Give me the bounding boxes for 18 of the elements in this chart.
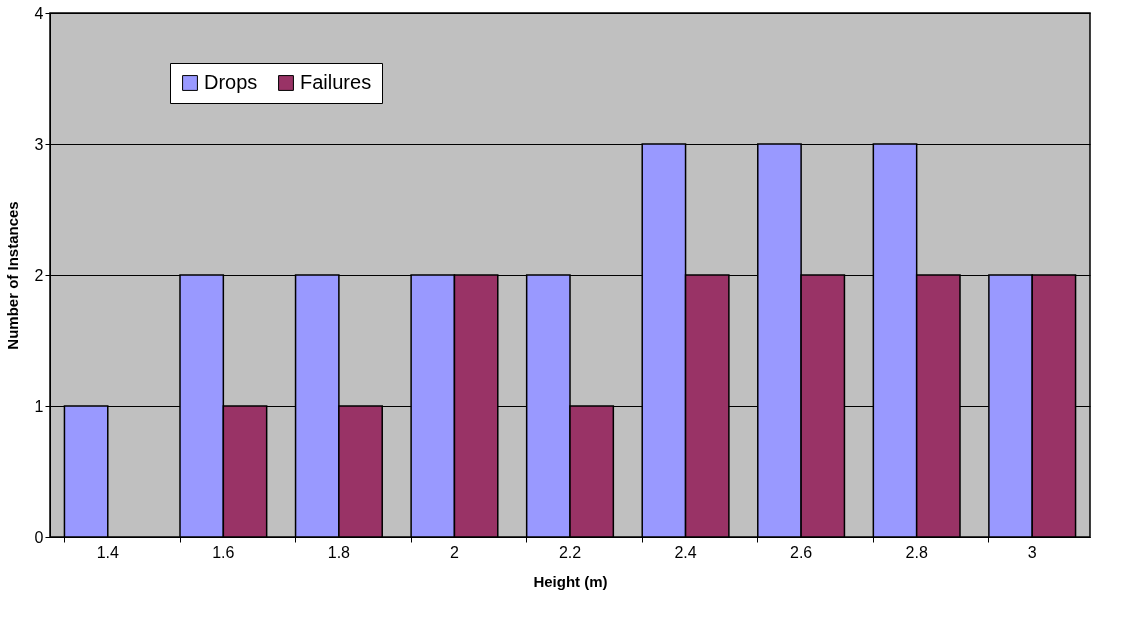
x-tick-label: 2 bbox=[449, 543, 459, 561]
legend-label: Failures bbox=[300, 71, 372, 93]
y-axis-title: Number of Instances bbox=[3, 201, 21, 350]
x-tick-label: 2.2 bbox=[558, 543, 582, 561]
y-tick-label: 4 bbox=[34, 4, 44, 22]
y-tick-label: 1 bbox=[34, 397, 44, 415]
x-tick-label: 1.6 bbox=[212, 543, 235, 561]
y-tick-label: 2 bbox=[34, 266, 44, 284]
x-tick-label: 1.8 bbox=[327, 543, 351, 561]
legend-label: Drops bbox=[204, 71, 258, 93]
x-tick-label: 2.6 bbox=[789, 543, 813, 561]
y-tick-label: 0 bbox=[34, 528, 44, 546]
x-tick-label: 1.4 bbox=[96, 543, 119, 561]
x-tick-label: 2.4 bbox=[674, 543, 697, 561]
x-axis-title: Height (m) bbox=[533, 572, 608, 590]
x-tick-label: 3 bbox=[1027, 543, 1037, 561]
y-tick-label: 3 bbox=[34, 135, 44, 153]
x-tick-label: 2.8 bbox=[905, 543, 928, 561]
